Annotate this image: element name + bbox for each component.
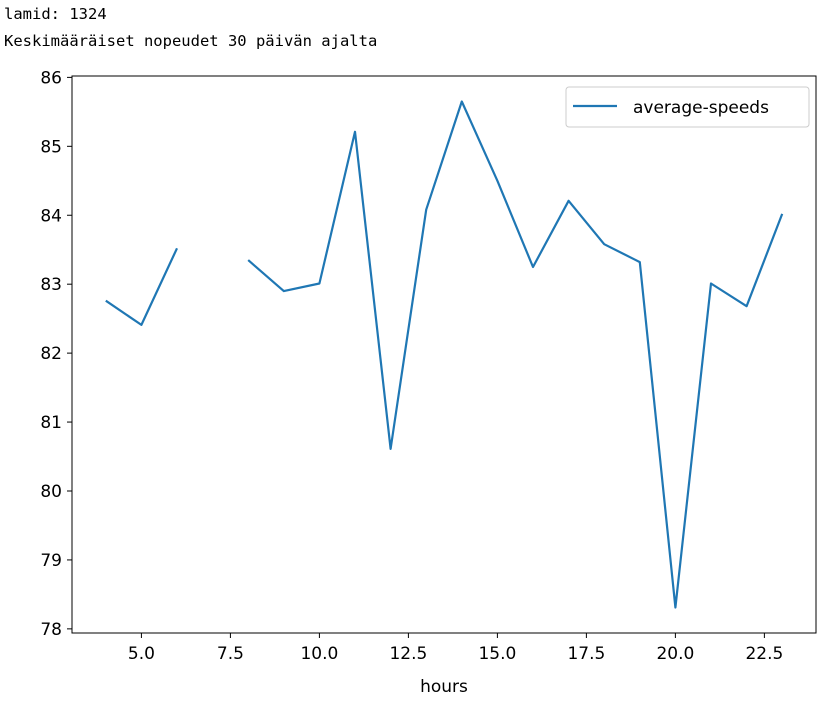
output-line-id: lamid: 1324 (4, 5, 107, 23)
x-axis-label: hours (420, 677, 468, 697)
series-layer (105, 100, 784, 609)
series-line-segment (247, 100, 784, 609)
x-tick-label: 20.0 (656, 644, 694, 664)
x-tick-label: 22.5 (745, 644, 783, 664)
plot-frame (71, 75, 817, 634)
y-tick-label: 85 (40, 137, 62, 157)
output-line-description: Keskimääräiset nopeudet 30 päivän ajalta (4, 32, 378, 50)
legend-label: average-speeds (633, 98, 769, 118)
x-tick-label: 7.5 (217, 644, 244, 664)
legend-box (565, 86, 810, 128)
x-tick-label: 17.5 (567, 644, 605, 664)
x-tick-label: 5.0 (128, 644, 155, 664)
x-tick-label: 12.5 (389, 644, 427, 664)
x-tick-label: 15.0 (478, 644, 516, 664)
x-tick-label: 10.0 (300, 644, 338, 664)
y-tick-label: 82 (40, 344, 62, 364)
y-tick-label: 79 (40, 551, 62, 571)
y-axis: 78 79 80 81 82 83 84 85 86 (40, 68, 72, 640)
x-axis: 5.0 7.5 10.0 12.5 15.0 17.5 20.0 22.5 (128, 633, 783, 664)
y-tick-label: 84 (40, 206, 62, 226)
y-tick-label: 78 (40, 620, 62, 640)
series-line-segment (105, 247, 178, 326)
y-tick-label: 86 (40, 68, 62, 88)
y-tick-label: 81 (40, 413, 62, 433)
y-tick-label: 80 (40, 482, 62, 502)
legend: average-speeds (565, 86, 810, 128)
y-tick-label: 83 (40, 275, 62, 295)
